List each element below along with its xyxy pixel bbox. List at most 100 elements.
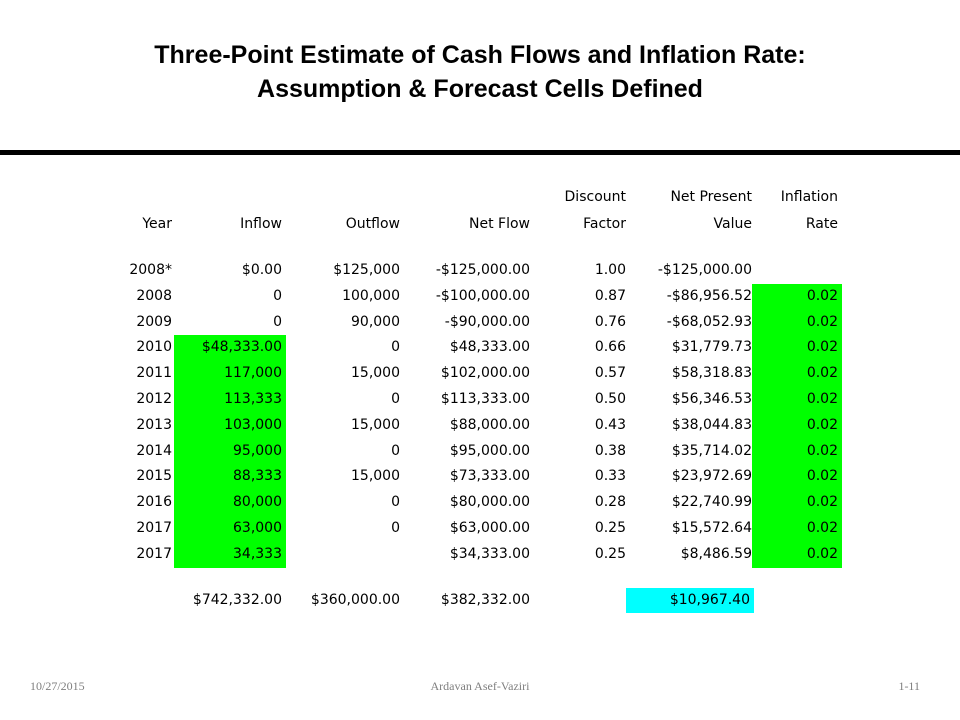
total-net-flow: $382,332.00: [440, 592, 530, 608]
outflow-cell: 90,000: [351, 313, 400, 330]
npv-cell: $8,486.59: [680, 545, 752, 562]
discount-factor-cell: 0.57: [594, 365, 626, 382]
discount-factor-cell: 0.33: [594, 468, 626, 485]
discount-factor-cell: 0.25: [594, 545, 626, 562]
net-flow-cell: $88,000.00: [449, 416, 530, 433]
assumption-cell-inflow[interactable]: 80,000: [174, 490, 286, 517]
npv-cell: -$68,052.93: [666, 313, 752, 330]
total-inflow: $742,332.00: [192, 592, 282, 608]
assumption-cell-inflow[interactable]: 113,333: [174, 387, 286, 414]
discount-factor-cell: 1.00: [594, 262, 626, 278]
discount-factor-cell: 0.76: [594, 313, 626, 330]
assumption-cell-inflow[interactable]: 103,000: [174, 412, 286, 440]
footer-author: Ardavan Asef-Vaziri: [430, 679, 530, 693]
outflow-cell: 0: [391, 442, 400, 459]
assumption-cell-inflation[interactable]: 0.02: [752, 361, 842, 388]
npv-cell: $58,318.83: [671, 365, 752, 382]
assumption-cell-inflation[interactable]: 0.02: [752, 387, 842, 414]
footer-page-number: 1-11: [898, 679, 920, 693]
year-cell: 2010: [136, 339, 172, 356]
net-flow-cell: -$125,000.00: [435, 262, 530, 278]
year-cell: 2017: [136, 545, 172, 562]
total-outflow: $360,000.00: [310, 592, 400, 608]
inflow-cell: 0: [273, 287, 282, 304]
assumption-cell-inflow[interactable]: 63,000: [174, 516, 286, 543]
net-flow-cell: $63,000.00: [449, 520, 530, 536]
outflow-cell: 0: [391, 494, 400, 511]
assumption-cell-inflow[interactable]: 34,333: [174, 541, 286, 569]
outflow-cell: [286, 542, 404, 568]
assumption-cell-inflation[interactable]: 0.02: [752, 412, 842, 440]
outflow-cell: 0: [391, 339, 400, 356]
header-inflow: Inflow: [240, 216, 282, 232]
discount-factor-cell: 0.50: [594, 391, 626, 407]
assumption-cell-inflation[interactable]: 0.02: [752, 516, 842, 543]
assumption-cell-inflation[interactable]: 0.02: [752, 541, 842, 569]
assumption-cell-inflow[interactable]: $48,333.00: [174, 335, 286, 362]
outflow-cell: 15,000: [351, 365, 400, 382]
net-flow-cell: -$90,000.00: [444, 313, 530, 330]
assumption-cell-inflow[interactable]: 95,000: [174, 438, 286, 465]
title-line-1: Three-Point Estimate of Cash Flows and I…: [154, 41, 806, 69]
net-flow-cell: $73,333.00: [449, 468, 530, 485]
year-cell: 2012: [136, 391, 172, 407]
npv-cell: $22,740.99: [671, 494, 752, 511]
npv-cell: $23,972.69: [671, 468, 752, 485]
inflation-rate-cell: [756, 258, 842, 284]
assumption-cell-inflow[interactable]: 88,333: [174, 464, 286, 491]
header-discount: Discount: [564, 189, 626, 205]
outflow-cell: 0: [391, 391, 400, 407]
inflow-cell: $0.00: [241, 262, 282, 278]
slide-title: Three-Point Estimate of Cash Flows and I…: [0, 38, 960, 106]
header-net-present: Net Present: [670, 189, 752, 205]
npv-cell: $15,572.64: [671, 520, 752, 536]
year-cell: 2017: [136, 520, 172, 536]
outflow-cell: 15,000: [351, 416, 400, 433]
year-cell: 2014: [136, 442, 172, 459]
title-divider: [0, 150, 960, 155]
header-net-flow: Net Flow: [469, 216, 530, 232]
net-flow-cell: $95,000.00: [449, 442, 530, 459]
assumption-cell-inflation[interactable]: 0.02: [752, 490, 842, 517]
header-year: Year: [142, 216, 172, 232]
footer-date: 10/27/2015: [30, 679, 85, 693]
discount-factor-cell: 0.38: [594, 442, 626, 459]
year-cell: 2016: [136, 494, 172, 511]
assumption-cell-inflation[interactable]: 0.02: [752, 464, 842, 491]
discount-factor-cell: 0.87: [594, 287, 626, 304]
header-inflation: Inflation: [780, 189, 838, 205]
year-cell: 2011: [136, 365, 172, 382]
npv-cell: -$86,956.52: [666, 287, 752, 304]
discount-factor-cell: 0.66: [594, 339, 626, 356]
net-flow-cell: $102,000.00: [440, 365, 530, 382]
header-factor: Factor: [583, 216, 626, 232]
forecast-cell-npv[interactable]: $10,967.40: [626, 588, 754, 613]
header-value: Value: [713, 216, 752, 232]
assumption-cell-inflow[interactable]: 117,000: [174, 361, 286, 388]
net-flow-cell: $113,333.00: [440, 391, 530, 407]
discount-factor-cell: 0.28: [594, 494, 626, 511]
discount-factor-cell: 0.25: [594, 520, 626, 536]
assumption-cell-inflation[interactable]: 0.02: [752, 309, 842, 336]
year-cell: 2009: [136, 313, 172, 330]
net-flow-cell: -$100,000.00: [435, 287, 530, 304]
assumption-cell-inflation[interactable]: 0.02: [752, 335, 842, 362]
outflow-cell: 0: [391, 520, 400, 536]
net-flow-cell: $34,333.00: [449, 545, 530, 562]
npv-cell: $38,044.83: [671, 416, 752, 433]
header-outflow: Outflow: [345, 216, 400, 232]
net-flow-cell: $48,333.00: [449, 339, 530, 356]
year-cell: 2008*: [129, 262, 172, 278]
header-rate: Rate: [805, 216, 838, 232]
discount-factor-cell: 0.43: [594, 416, 626, 433]
year-cell: 2008: [136, 287, 172, 304]
year-cell: 2015: [136, 468, 172, 485]
assumption-cell-inflation[interactable]: 0.02: [752, 438, 842, 465]
assumption-cell-inflation[interactable]: 0.02: [752, 283, 842, 311]
npv-cell: $31,779.73: [671, 339, 752, 356]
npv-cell: -$125,000.00: [657, 262, 752, 278]
year-cell: 2013: [136, 416, 172, 433]
net-flow-cell: $80,000.00: [449, 494, 530, 511]
inflow-cell: 0: [273, 313, 282, 330]
outflow-cell: 100,000: [342, 287, 400, 304]
